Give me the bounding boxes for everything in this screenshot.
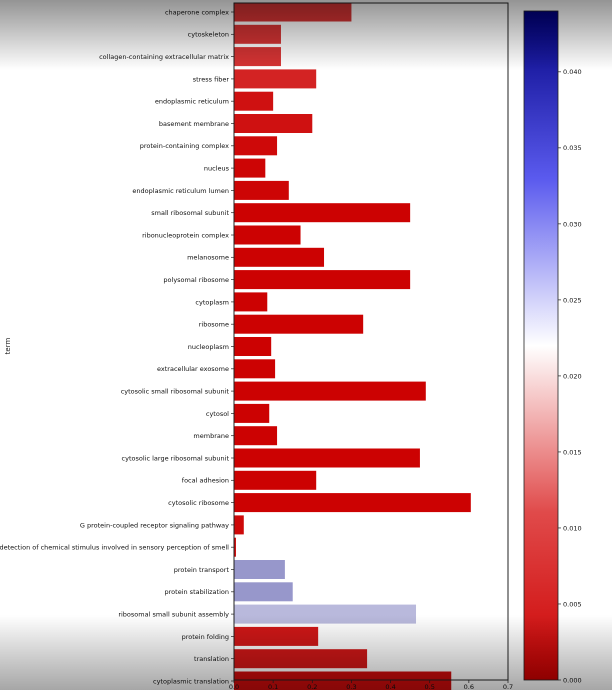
- colorbar: [523, 10, 559, 681]
- bars-layer: [234, 2, 471, 690]
- bar: [234, 69, 317, 89]
- bar: [234, 270, 411, 290]
- bar: [234, 649, 368, 669]
- y-tick-label: basement membrane: [159, 120, 229, 128]
- bar: [234, 91, 274, 111]
- bar: [234, 582, 293, 602]
- bar: [234, 426, 278, 446]
- bar: [234, 604, 417, 624]
- x-tick-labels: 0.0 0.1 0.2 0.3 0.4 0.5 0.6 0.7: [229, 680, 513, 690]
- x-tick-label: 0.6: [464, 683, 474, 690]
- bar: [234, 225, 301, 245]
- colorbar-tick-label: 0.035: [563, 144, 582, 152]
- bar: [234, 359, 276, 379]
- bar: [234, 114, 313, 133]
- y-tick-label: cytosol: [206, 410, 229, 418]
- x-tick-label: 0.3: [346, 683, 356, 690]
- y-tick-label: small ribosomal subunit: [151, 209, 229, 217]
- y-tick-label: melanosome: [187, 254, 229, 262]
- bar: [234, 203, 411, 223]
- bar: [234, 292, 268, 312]
- y-tick-label: chaperone complex: [165, 8, 229, 16]
- y-tick-label: ribonucleoprotein complex: [142, 231, 229, 239]
- x-tick-label: 0.5: [425, 683, 435, 690]
- y-tick-label: endoplasmic reticulum: [155, 98, 229, 106]
- y-tick-label: nucleoplasm: [188, 343, 229, 351]
- y-tick-label: cytoskeleton: [188, 31, 229, 39]
- bar: [234, 136, 278, 156]
- bar: [234, 448, 420, 468]
- x-tick-label: 0.0: [229, 683, 239, 690]
- colorbar-tick-label: 0.020: [563, 372, 582, 380]
- bar: [234, 158, 266, 178]
- bar: [234, 337, 272, 356]
- colorbar-ticks: 0.000 0.005 0.010 0.015 0.020 0.025 0.030 0.035…: [558, 68, 582, 684]
- y-tick-label: cytoplasm: [195, 298, 229, 306]
- bar: [234, 2, 352, 22]
- y-tick-label: collagen-containing extracellular matrix: [99, 53, 229, 61]
- y-tick-label: detection of chemical stimulus involved …: [0, 544, 229, 552]
- y-tick-label: cytosolic small ribosomal subunit: [121, 388, 230, 396]
- y-tick-label: membrane: [193, 432, 229, 440]
- y-tick-label: polysomal ribosome: [163, 276, 229, 284]
- plot-frame: [233, 2, 509, 681]
- colorbar-tick-label: 0.030: [563, 220, 582, 228]
- bar: [234, 560, 285, 579]
- bar: [234, 180, 289, 200]
- x-tick-label: 0.7: [503, 683, 513, 690]
- colorbar-tick-label: 0.040: [563, 68, 582, 76]
- bar: [234, 47, 281, 67]
- y-tick-label: ribosomal small subunit assembly: [118, 611, 229, 619]
- x-tick-label: 0.4: [385, 683, 395, 690]
- bar: [234, 470, 317, 490]
- y-tick-label: G protein-coupled receptor signaling pat…: [80, 521, 229, 529]
- bar: [234, 403, 270, 423]
- y-tick-label: ribosome: [199, 321, 229, 329]
- bar: [234, 671, 452, 690]
- y-tick-labels: chaperone complex cytoskeleton collagen-co…: [0, 8, 234, 685]
- y-tick-label: protein folding: [182, 633, 229, 641]
- y-tick-label: stress fiber: [193, 75, 230, 83]
- y-tick-label: protein stabilization: [165, 588, 229, 596]
- y-axis-label: term: [4, 338, 12, 355]
- x-tick-label: 0.2: [307, 683, 317, 690]
- bar: [234, 24, 281, 44]
- bar: [234, 537, 236, 557]
- y-tick-label: endoplasmic reticulum lumen: [132, 187, 229, 195]
- x-tick-label: 0.1: [268, 683, 278, 690]
- colorbar-tick-label: 0.015: [563, 448, 582, 456]
- y-tick-label: cytoplasmic translation: [153, 677, 229, 685]
- colorbar-tick-label: 0.025: [563, 296, 582, 304]
- y-tick-label: cytosolic large ribosomal subunit: [122, 454, 230, 462]
- y-tick-label: protein transport: [174, 566, 230, 574]
- y-tick-label: translation: [194, 655, 229, 663]
- y-tick-label: cytosolic ribosome: [168, 499, 229, 507]
- bar: [234, 314, 364, 334]
- bar: [234, 247, 325, 267]
- bar: [234, 626, 319, 646]
- y-tick-label: focal adhesion: [182, 477, 229, 485]
- bar: [234, 381, 426, 401]
- colorbar-tick-label: 0.000: [563, 676, 582, 684]
- bar: [234, 515, 244, 535]
- colorbar-tick-label: 0.010: [563, 524, 582, 532]
- bar: [234, 493, 471, 513]
- y-tick-label: extracellular exosome: [157, 365, 229, 373]
- y-tick-label: nucleus: [204, 165, 230, 173]
- colorbar-tick-label: 0.005: [563, 600, 582, 608]
- y-tick-label: protein-containing complex: [140, 142, 229, 150]
